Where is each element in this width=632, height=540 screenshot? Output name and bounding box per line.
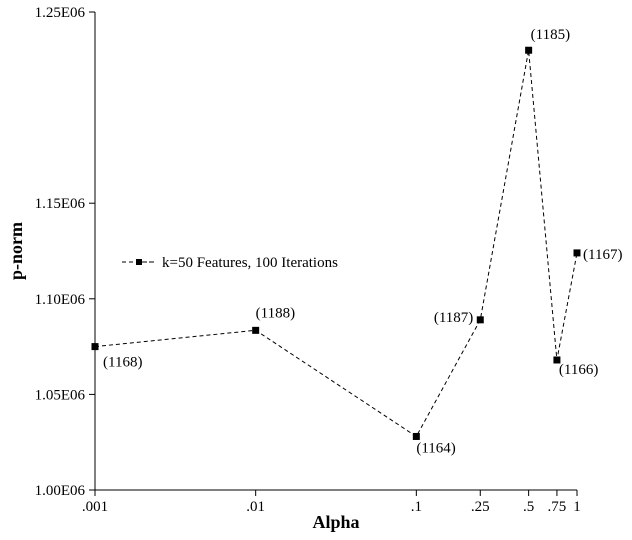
y-tick-label: 1.25E06 (35, 5, 86, 21)
data-point-marker (412, 432, 420, 440)
data-point-marker (476, 316, 484, 324)
x-tick-label: 1 (573, 499, 581, 515)
y-tick-label: 1.10E06 (35, 292, 86, 308)
data-point-marker (553, 356, 561, 364)
x-axis-ticks: .001 .01 .1 .25 .5 .75 1 (82, 490, 581, 515)
data-point-marker (252, 326, 260, 334)
x-axis-title: Alpha (312, 512, 359, 532)
x-tick-label: .5 (523, 499, 534, 515)
data-point-label: (1185) (531, 27, 570, 43)
data-point-label: (1166) (559, 362, 598, 378)
data-point-label: (1164) (416, 440, 455, 456)
legend: k=50 Features, 100 Iterations (122, 255, 338, 271)
x-tick-label: .1 (411, 499, 422, 515)
y-axis-title: p-norm (6, 222, 26, 280)
x-tick-label: .01 (246, 499, 265, 515)
data-point-marker (573, 249, 581, 257)
data-point-label: (1188) (256, 305, 295, 321)
data-point-marker (91, 343, 99, 351)
x-tick-label: .001 (82, 499, 108, 515)
axes (94, 12, 577, 491)
legend-label: k=50 Features, 100 Iterations (162, 255, 338, 271)
y-axis-ticks: 1.00E06 1.05E06 1.10E06 1.15E06 1.25E06 (35, 5, 95, 499)
legend-marker (136, 259, 142, 265)
data-point-label: (1167) (583, 247, 622, 263)
x-tick-label: .25 (471, 499, 490, 515)
series-markers (91, 46, 581, 440)
data-point-label: (1168) (103, 355, 142, 371)
data-point-label: (1187) (434, 310, 473, 326)
data-point-marker (525, 46, 533, 54)
point-labels: (1168) (1188) (1164) (1187) (1185) (1166) (116… (103, 27, 622, 456)
y-tick-label: 1.15E06 (35, 196, 86, 212)
y-tick-label: 1.05E06 (35, 387, 86, 403)
x-tick-label: .75 (548, 499, 567, 515)
series-line (94, 50, 578, 438)
y-tick-label: 1.00E06 (35, 483, 86, 499)
series-path (94, 50, 578, 438)
